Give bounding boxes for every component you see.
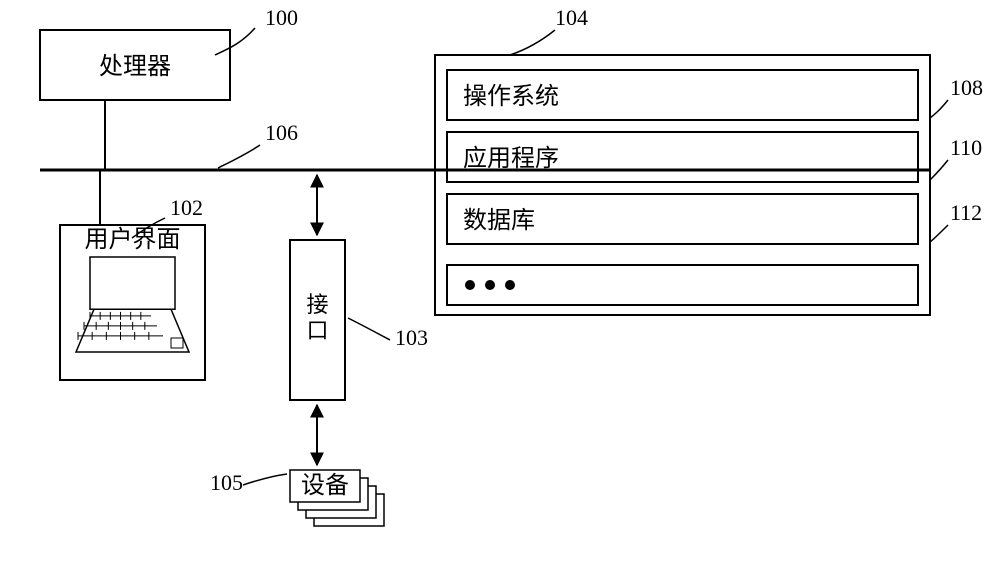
user-interface-label: 用户界面	[85, 226, 181, 253]
ref-label-103: 103	[395, 325, 428, 350]
callout-leader	[215, 28, 255, 55]
ref-label-105: 105	[210, 470, 243, 495]
ref-label-106: 106	[265, 120, 298, 145]
system-block-diagram: 处理器用户界面接口设备 操作系统应用程序数据库 100 106 102 103 105 104…	[0, 0, 1000, 576]
ref-label-110: 110	[950, 135, 982, 160]
ref-label-104: 104	[555, 5, 588, 30]
ellipsis-dot	[505, 280, 515, 290]
ellipsis-dot	[465, 280, 475, 290]
ref-label-112: 112	[950, 200, 982, 225]
interface-label: 接口	[306, 292, 328, 343]
callout-leader	[218, 145, 260, 168]
devices-label: 设备	[301, 472, 349, 499]
callout-leader	[348, 318, 390, 340]
callout-leader	[510, 30, 555, 55]
callout-leader	[930, 160, 948, 180]
ref-label-102: 102	[170, 195, 203, 220]
processor-label: 处理器	[99, 53, 171, 80]
memory-row-label: 操作系统	[463, 83, 559, 110]
ellipsis-dot	[485, 280, 495, 290]
callout-leader	[243, 474, 287, 485]
callout-leader	[930, 225, 948, 242]
memory-row-label: 应用程序	[463, 145, 559, 172]
memory-row-label: 数据库	[463, 207, 535, 234]
ref-label-108: 108	[950, 75, 983, 100]
ref-label-100: 100	[265, 5, 298, 30]
callout-leader	[930, 100, 948, 118]
